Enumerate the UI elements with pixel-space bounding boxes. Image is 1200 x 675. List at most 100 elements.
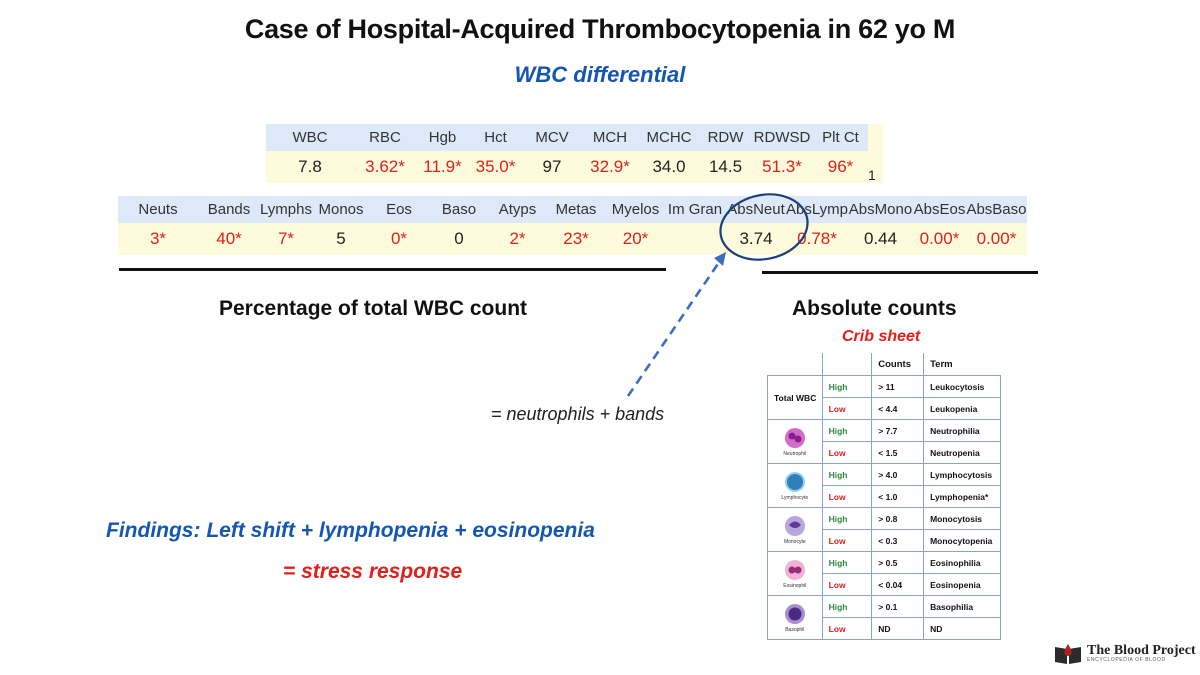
crib-high-label: High bbox=[821, 551, 873, 574]
crib-low-label: Low bbox=[821, 397, 873, 420]
absneut-annotation: = neutrophils + bands bbox=[491, 404, 665, 424]
cbc-value: 34.0 bbox=[638, 151, 700, 183]
diff-header: AbsLymp bbox=[786, 196, 848, 223]
crib-sheet-table: Counts Term Total WBC High > 11 Leukocyt… bbox=[767, 353, 1001, 640]
diff-value: 0 bbox=[428, 223, 490, 255]
cbc-value: 35.0* bbox=[469, 151, 522, 183]
monocyte-cell: Monocyte bbox=[767, 507, 823, 552]
diff-header: AbsNeut bbox=[726, 196, 786, 223]
cbc-header-spacer bbox=[868, 124, 883, 151]
diff-header: Im Gran bbox=[664, 196, 726, 223]
diff-value: 23* bbox=[545, 223, 607, 255]
crib-row-label: Total WBC bbox=[767, 375, 823, 420]
diff-value: 5 bbox=[312, 223, 370, 255]
conclusion-text: = stress response bbox=[283, 560, 463, 583]
cbc-header: RBC bbox=[354, 124, 416, 151]
differential-table: Neuts Bands Lymphs Monos Eos Baso Atyps … bbox=[118, 196, 1027, 255]
crib-low-count: < 0.3 bbox=[871, 529, 925, 552]
crib-low-label: Low bbox=[821, 573, 873, 596]
basophil-icon bbox=[784, 604, 805, 624]
cbc-header: MCV bbox=[522, 124, 582, 151]
eosinophil-label: Eosinophil bbox=[783, 583, 807, 589]
slide-title: Case of Hospital-Acquired Thrombocytopen… bbox=[244, 14, 956, 44]
brand-tagline: ENCYCLOPEDIA OF BLOOD bbox=[1087, 657, 1166, 663]
cbc-value: 96* bbox=[813, 151, 868, 183]
cbc-table: WBC RBC Hgb Hct MCV MCH MCHC RDW RDWSD P… bbox=[266, 124, 883, 183]
crib-high-count: > 11 bbox=[871, 375, 925, 398]
crib-low-term: Leukopenia bbox=[923, 397, 1001, 420]
cbc-value: 97 bbox=[522, 151, 582, 183]
crib-low-count: < 1.5 bbox=[871, 441, 925, 464]
diff-header: AbsBaso bbox=[965, 196, 1027, 223]
slide-subtitle: WBC differential bbox=[514, 62, 686, 87]
crib-low-count: < 1.0 bbox=[871, 485, 925, 508]
crib-high-term: Basophilia bbox=[923, 595, 1001, 618]
neutrophil-label: Neutrophil bbox=[783, 451, 807, 457]
diff-value: 20* bbox=[607, 223, 664, 255]
diff-value-absneut: 3.74 bbox=[726, 223, 786, 255]
crib-low-label: Low bbox=[821, 485, 873, 508]
diff-header: AbsMono bbox=[847, 196, 913, 223]
diff-header: AbsEos bbox=[912, 196, 966, 223]
cbc-header: WBC bbox=[266, 124, 354, 151]
diff-value: 0.00* bbox=[965, 223, 1027, 255]
neutrophil-icon bbox=[784, 428, 805, 448]
diff-value: 0.44 bbox=[847, 223, 913, 255]
diff-value: 7* bbox=[260, 223, 312, 255]
brand-logo: The Blood Project ENCYCLOPEDIA OF BLOOD bbox=[1054, 643, 1196, 665]
diff-value: 0.78* bbox=[786, 223, 848, 255]
crib-high-label: High bbox=[821, 507, 873, 530]
brand-name: The Blood Project bbox=[1087, 643, 1196, 658]
diff-value: 0.00* bbox=[912, 223, 966, 255]
absneut-highlight-circle bbox=[719, 193, 809, 261]
eosinophil-cell: Eosinophil bbox=[767, 551, 823, 596]
crib-col-term: Term bbox=[923, 353, 1001, 376]
diff-header: Metas bbox=[545, 196, 607, 223]
pointer-arrowhead bbox=[714, 252, 726, 266]
crib-high-label: High bbox=[821, 463, 873, 486]
crib-high-count: > 0.8 bbox=[871, 507, 925, 530]
diff-header: Myelos bbox=[607, 196, 664, 223]
eosinophil-icon bbox=[784, 560, 805, 580]
cbc-header: Hct bbox=[469, 124, 522, 151]
crib-high-label: High bbox=[821, 595, 873, 618]
percentage-rule bbox=[119, 268, 666, 271]
diff-value bbox=[664, 223, 726, 255]
cbc-header: Plt Ct bbox=[813, 124, 868, 151]
cbc-value: 7.8 bbox=[266, 151, 354, 183]
crib-high-label: High bbox=[821, 419, 873, 442]
crib-low-count: < 4.4 bbox=[871, 397, 925, 420]
cbc-value: 51.3* bbox=[751, 151, 813, 183]
diff-header: Monos bbox=[312, 196, 370, 223]
cbc-value: 14.5 bbox=[700, 151, 751, 183]
crib-low-term: Monocytopenia bbox=[923, 529, 1001, 552]
crib-high-term: Eosinophilia bbox=[923, 551, 1001, 574]
plt-footnote: 1 bbox=[868, 151, 883, 183]
neutrophil-cell: Neutrophil bbox=[767, 419, 823, 464]
dashed-pointer-line bbox=[626, 257, 724, 397]
crib-low-label: Low bbox=[821, 617, 873, 640]
diff-header: Lymphs bbox=[260, 196, 312, 223]
crib-high-count: > 4.0 bbox=[871, 463, 925, 486]
basophil-label: Basophil bbox=[785, 627, 805, 633]
crib-high-count: > 0.1 bbox=[871, 595, 925, 618]
cbc-value: 3.62* bbox=[354, 151, 416, 183]
crib-high-term: Neutrophilia bbox=[923, 419, 1001, 442]
diff-value: 0* bbox=[370, 223, 428, 255]
crib-low-count: < 0.04 bbox=[871, 573, 925, 596]
crib-sheet-heading: Crib sheet bbox=[842, 328, 921, 345]
basophil-cell: Basophil bbox=[767, 595, 823, 640]
crib-low-term: Neutropenia bbox=[923, 441, 1001, 464]
lymphocyte-label: Lymphocyte bbox=[781, 495, 809, 501]
crib-high-count: > 7.7 bbox=[871, 419, 925, 442]
cbc-header: RDW bbox=[700, 124, 751, 151]
diff-header: Neuts bbox=[118, 196, 198, 223]
lymphocyte-icon bbox=[784, 472, 805, 492]
cbc-value: 32.9* bbox=[582, 151, 638, 183]
lymphocyte-cell: Lymphocyte bbox=[767, 463, 823, 508]
cbc-header: Hgb bbox=[416, 124, 469, 151]
percentage-heading: Percentage of total WBC count bbox=[219, 297, 528, 320]
crib-low-term: Lymphopenia* bbox=[923, 485, 1001, 508]
diff-value: 3* bbox=[118, 223, 198, 255]
